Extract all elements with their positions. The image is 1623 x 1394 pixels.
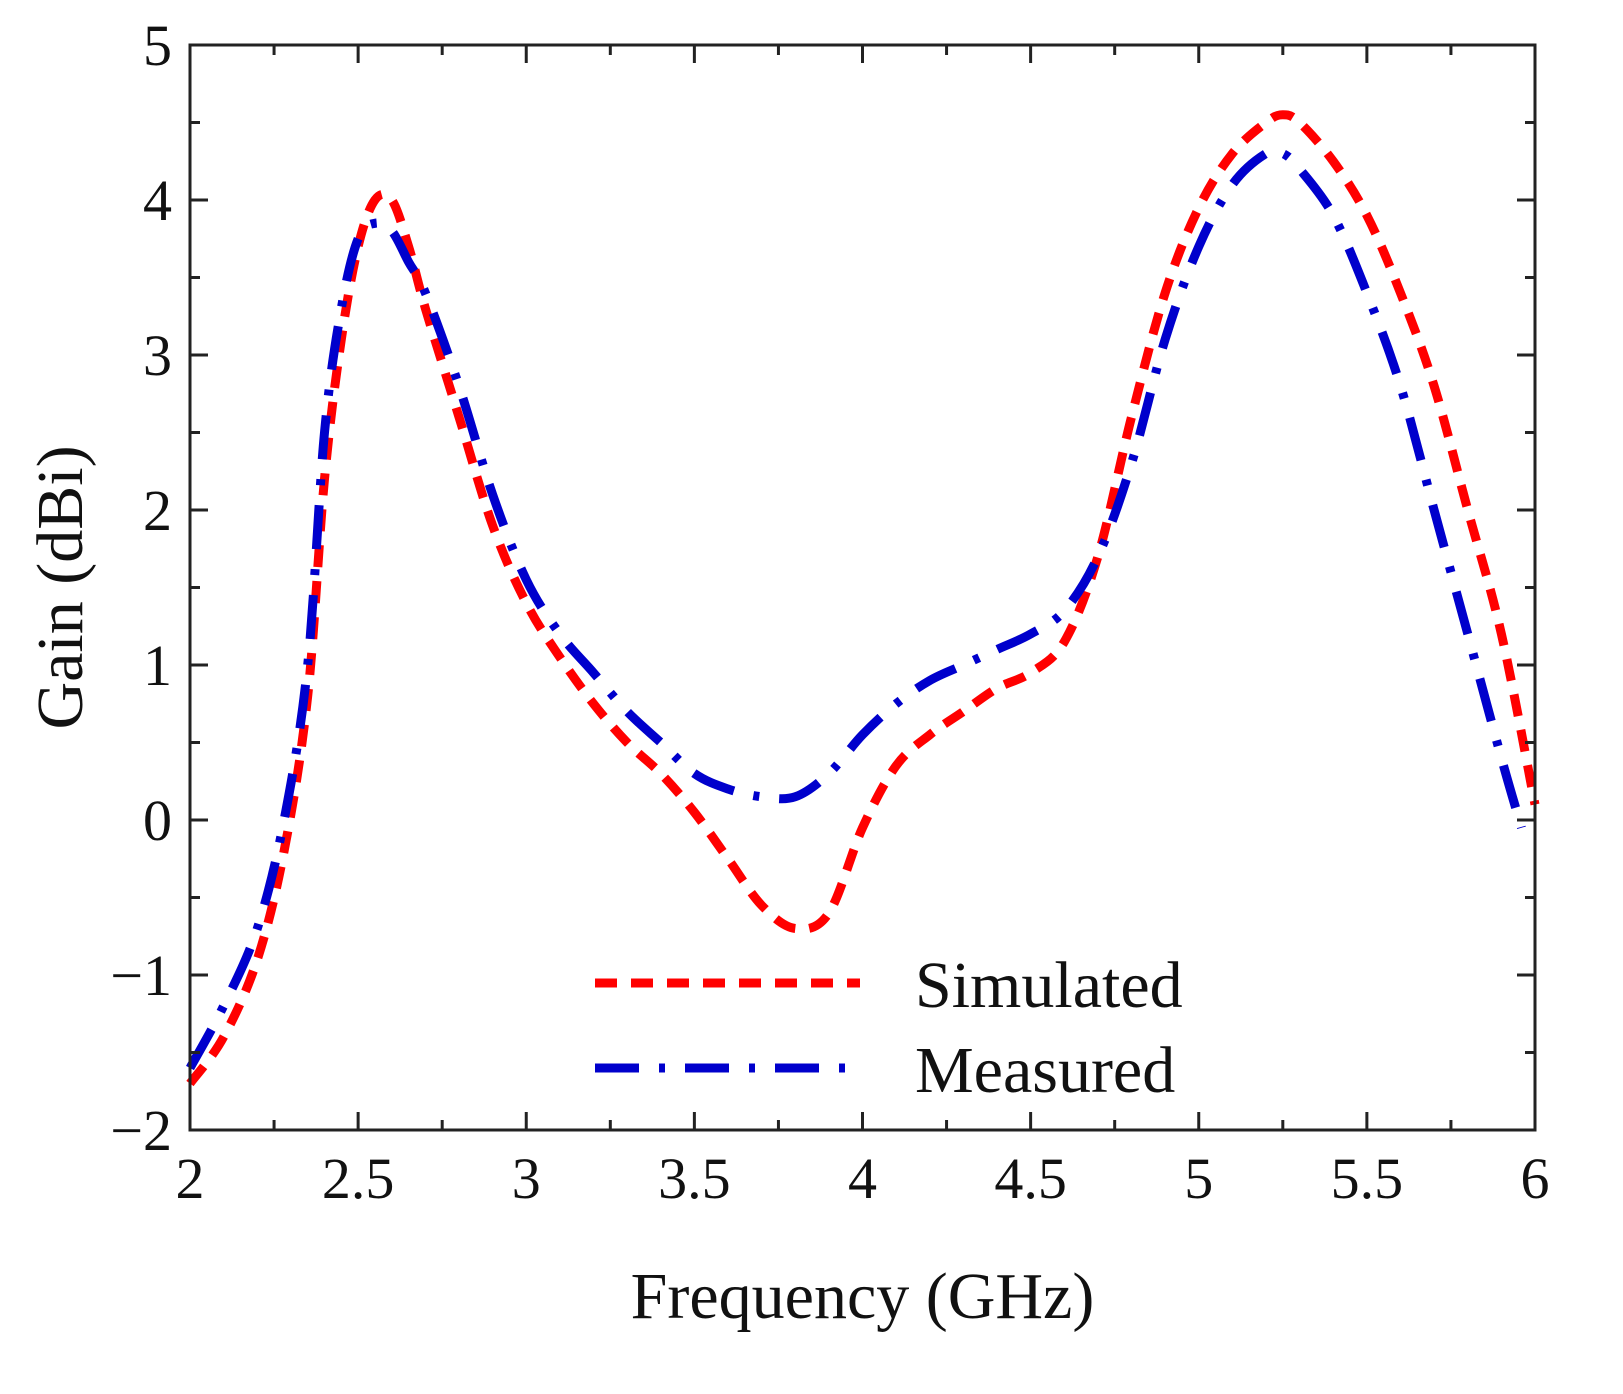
x-tick-label: 3.5 [658,1146,731,1211]
y-tick-label: −1 [110,943,172,1008]
y-tick-label: 3 [143,323,172,388]
series-line-measured [186,146,1526,1071]
x-tick-label: 6 [1521,1146,1550,1211]
ticks-layer: 2 2.5 3 3.5 4 4.5 5 5.5 6 −2 −1 0 1 2 3 4 5 [110,13,1549,1211]
y-tick-label: −2 [110,1098,172,1163]
y-tick-label: 1 [143,633,172,698]
series-line-simulated [186,110,1540,1087]
x-tick-label: 3 [512,1146,541,1211]
x-tick-label: 4.5 [994,1146,1067,1211]
x-tick-label: 5.5 [1331,1146,1404,1211]
legend-label-simulated: Simulated [915,949,1183,1022]
y-tick-label: 0 [143,788,172,853]
x-tick-label: 2.5 [322,1146,395,1211]
y-tick-label: 5 [143,13,172,78]
y-tick-label: 4 [143,168,172,233]
x-tick-label: 4 [848,1146,877,1211]
x-axis-label: Frequency (GHz) [631,1260,1095,1333]
plot-layer [186,110,1540,1087]
y-tick-label: 2 [143,478,172,543]
y-axis-label: Gain (dBi) [24,445,97,729]
x-tick-label: 2 [176,1146,205,1211]
x-tick-label: 5 [1184,1146,1213,1211]
legend: Simulated Measured [595,949,1183,1107]
legend-label-measured: Measured [915,1034,1175,1107]
